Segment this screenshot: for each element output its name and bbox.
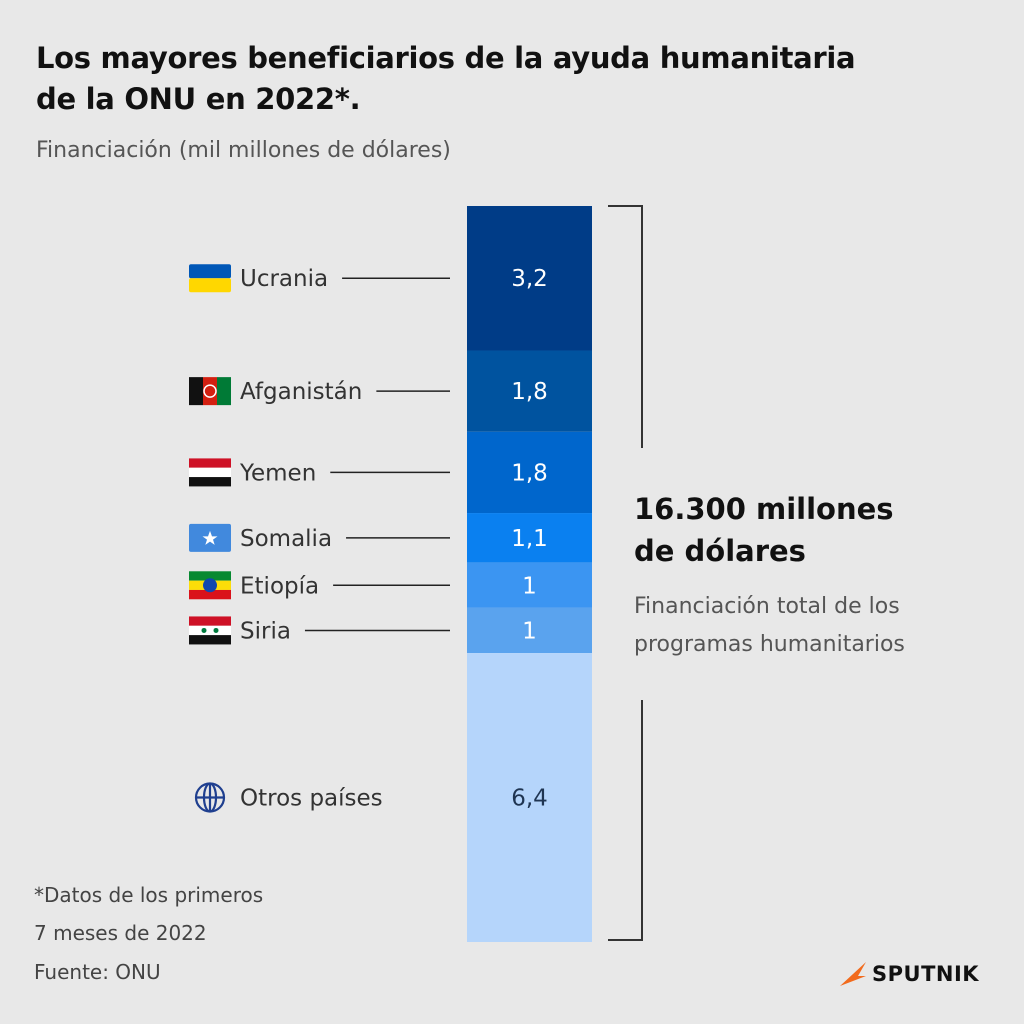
total-description: Financiación total de los programas huma…: [634, 588, 1004, 664]
source-note: Fuente: ONU: [34, 960, 161, 984]
bar-segment-ucrania: [467, 206, 592, 351]
afghanistan-flag-icon: [189, 377, 231, 406]
total-desc-line-1: Financiación total de los: [634, 594, 900, 619]
bracket-bottom: [608, 700, 643, 941]
category-label-somalia: Somalia: [240, 526, 332, 552]
bracket-top: [608, 205, 643, 448]
sputnik-logo: SPUTNIK: [838, 960, 979, 988]
chart-title: Los mayores beneficiarios de la ayuda hu…: [36, 38, 986, 120]
value-label-somalia: 1,1: [511, 526, 548, 552]
brand-name: SPUTNIK: [872, 962, 980, 986]
bar-segment-etiopia: [467, 562, 592, 608]
footnote-line-2: 7 meses de 2022: [34, 921, 207, 945]
somalia-flag-icon: [189, 523, 231, 552]
footnote-line-1: *Datos de los primeros: [34, 883, 264, 907]
syria-flag-icon: [189, 616, 231, 645]
ukraine-flag-icon: [189, 264, 231, 293]
value-label-afganistan: 1,8: [511, 379, 548, 405]
bar-segment-somalia: [467, 513, 592, 563]
category-label-afganistan: Afganistán: [240, 379, 362, 405]
title-line-2: de la ONU en 2022*.: [36, 82, 361, 116]
value-label-etiopia: 1: [522, 573, 537, 599]
bar-segment-yemen: [467, 431, 592, 514]
yemen-flag-icon: [189, 458, 231, 487]
chart-subtitle: Financiación (mil millones de dólares): [36, 138, 451, 163]
bar-segment-afganistan: [467, 350, 592, 432]
category-label-siria: Siria: [240, 618, 291, 644]
total-bracket: [608, 205, 643, 941]
sputnik-logo-icon: [840, 962, 866, 986]
globe-icon: [194, 782, 226, 813]
category-label-yemen: Yemen: [239, 460, 316, 486]
bar-segment-siria: [467, 607, 592, 654]
value-label-otros-paises: 6,4: [511, 786, 548, 812]
total-value: 16.300 millones de dólares: [634, 488, 964, 572]
value-label-yemen: 1,8: [511, 460, 548, 486]
category-label-ucrania: Ucrania: [240, 266, 328, 292]
category-label-etiopia: Etiopía: [240, 573, 319, 599]
total-value-line-1: 16.300 millones: [634, 492, 894, 526]
category-label-otros-paises: Otros países: [240, 786, 383, 812]
title-line-1: Los mayores beneficiarios de la ayuda hu…: [36, 41, 856, 75]
footnote: *Datos de los primeros 7 meses de 2022: [34, 876, 364, 952]
value-label-siria: 1: [522, 618, 537, 644]
value-label-ucrania: 3,2: [511, 266, 548, 292]
total-value-line-2: de dólares: [634, 534, 806, 568]
bar-segment-otros-paises: [467, 653, 592, 942]
total-desc-line-2: programas humanitarios: [634, 632, 905, 657]
ethiopia-flag-icon: [189, 571, 231, 600]
